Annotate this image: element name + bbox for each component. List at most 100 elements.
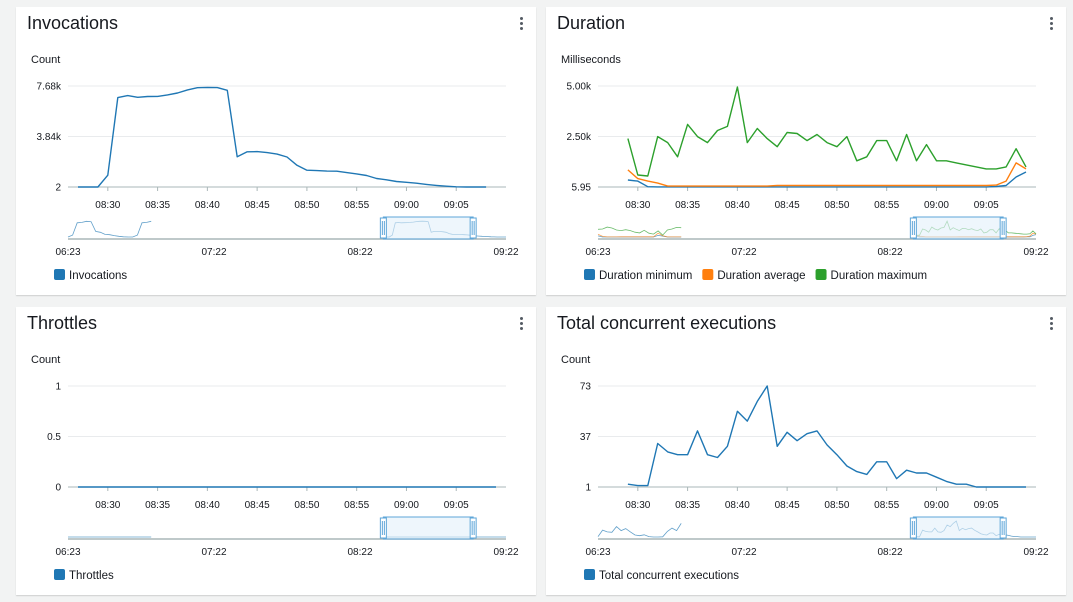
x-tick-label: 09:00	[394, 500, 419, 511]
legend-label[interactable]: Duration average	[717, 270, 805, 282]
y-tick-label: 1	[585, 483, 591, 494]
widget-duration: Duration Milliseconds 5.00k 2.50k 5.95 08:30…	[546, 7, 1066, 295]
navigator-selection[interactable]	[382, 516, 474, 540]
time-range-navigator[interactable]	[68, 516, 506, 540]
navigator-tick-label: 09:22	[493, 247, 518, 258]
legend-swatch[interactable]	[815, 269, 827, 280]
y-tick-label: 7.68k	[37, 82, 62, 93]
x-tick-label: 08:35	[145, 200, 170, 211]
legend-label[interactable]: Throttles	[69, 570, 114, 582]
legend-swatch[interactable]	[584, 569, 595, 580]
y-tick-label: 3.84k	[37, 132, 62, 143]
x-tick-label: 08:40	[725, 500, 750, 511]
series-line-invocations	[78, 86, 487, 188]
x-tick-label: 08:30	[625, 500, 650, 511]
series-line-duration-maximum	[627, 86, 1027, 177]
navigator-preview-early	[597, 523, 682, 538]
legend-swatch[interactable]	[702, 269, 714, 280]
x-tick-label: 08:45	[775, 200, 800, 211]
navigator-tick-label: 08:22	[877, 247, 902, 258]
widget-title: Throttles	[27, 313, 98, 333]
kebab-icon	[1049, 17, 1053, 20]
navigator-handle[interactable]	[469, 217, 477, 239]
y-tick-label: 1	[55, 382, 61, 393]
y-tick-label: 2	[55, 183, 61, 194]
navigator-selection[interactable]	[382, 216, 474, 240]
x-tick-label: 08:40	[725, 200, 750, 211]
throttles-chart: Count 1 0.5 0 08:30 08:35 08:40 08:45 08:50 08:55…	[31, 354, 519, 582]
navigator-tick-label: 08:22	[347, 247, 372, 258]
time-range-navigator[interactable]	[597, 516, 1036, 540]
x-tick-label: 09:00	[924, 500, 949, 511]
time-range-navigator[interactable]	[67, 216, 506, 240]
navigator-preview-early	[597, 232, 682, 238]
navigator-handle[interactable]	[909, 517, 917, 539]
y-tick-label: 0	[55, 483, 61, 494]
x-tick-label: 08:50	[294, 500, 319, 511]
navigator-tick-label: 07:22	[731, 547, 756, 558]
widget-invocations: Invocations Count 7.68k 3.84k 2 08:30 08:35 08…	[16, 7, 536, 295]
x-tick-label: 08:30	[95, 200, 120, 211]
legend-label[interactable]: Duration maximum	[831, 270, 928, 282]
duration-chart: Milliseconds 5.00k 2.50k 5.95 08:30 08:35 08:4…	[561, 54, 1049, 282]
x-tick-label: 08:45	[245, 500, 270, 511]
widget-menu-button[interactable]	[514, 315, 528, 335]
widget-throttles: Throttles Count 1 0.5 0 08:30 08:35 08:40 08:45…	[16, 307, 536, 595]
legend-swatch[interactable]	[584, 269, 595, 280]
navigator-handle[interactable]	[909, 217, 917, 239]
legend-label[interactable]: Total concurrent executions	[599, 570, 739, 582]
widget-title: Invocations	[27, 13, 119, 33]
kebab-icon	[1049, 317, 1053, 320]
navigator-handle[interactable]	[999, 217, 1007, 239]
y-axis-label: Count	[561, 354, 590, 366]
y-tick-label: 73	[580, 382, 592, 393]
x-tick-label: 08:35	[145, 500, 170, 511]
invocations-chart: Count 7.68k 3.84k 2 08:30 08:35 08:40 08:45 08:5…	[31, 54, 519, 282]
navigator-handle[interactable]	[469, 517, 477, 539]
x-tick-label: 09:05	[444, 500, 469, 511]
series-line-duration-average	[627, 162, 1027, 187]
navigator-selection[interactable]	[912, 516, 1004, 540]
navigator-tick-label: 06:23	[55, 547, 80, 558]
x-tick-label: 08:55	[874, 200, 899, 211]
concurrent-executions-chart: Count 73 37 1 08:30 08:35 08:40 08:45 08:50 08:55…	[561, 354, 1049, 582]
navigator-handle[interactable]	[999, 517, 1007, 539]
navigator-preview-early	[67, 220, 152, 238]
navigator-tick-label: 08:22	[347, 547, 372, 558]
x-tick-label: 08:35	[675, 500, 700, 511]
widget-menu-button[interactable]	[1044, 315, 1058, 335]
navigator-tick-label: 06:23	[55, 247, 80, 258]
navigator-tick-label: 06:23	[585, 247, 610, 258]
x-tick-label: 08:30	[95, 500, 120, 511]
navigator-tick-label: 09:22	[493, 547, 518, 558]
time-range-navigator[interactable]	[597, 216, 1037, 240]
x-tick-label: 08:50	[824, 200, 849, 211]
x-tick-label: 08:40	[195, 500, 220, 511]
x-tick-label: 08:35	[675, 200, 700, 211]
widget-menu-button[interactable]	[1044, 15, 1058, 35]
x-tick-label: 09:00	[924, 200, 949, 211]
legend-label[interactable]: Invocations	[69, 270, 127, 282]
widget-menu-button[interactable]	[514, 15, 528, 35]
navigator-selection[interactable]	[912, 216, 1004, 240]
legend-swatch[interactable]	[54, 269, 65, 280]
y-tick-label: 0.5	[47, 432, 61, 443]
y-axis-label: Count	[31, 354, 60, 366]
x-tick-label: 09:05	[974, 500, 999, 511]
y-axis-label: Count	[31, 54, 60, 66]
navigator-tick-label: 07:22	[201, 547, 226, 558]
y-axis-label: Milliseconds	[561, 54, 621, 66]
x-tick-label: 09:05	[444, 200, 469, 211]
y-tick-label: 2.50k	[567, 132, 592, 143]
widget-concurrent-executions: Total concurrent executions Count 73 37 1 08…	[546, 307, 1066, 595]
series-line-total-concurrent-executions	[627, 385, 1026, 488]
navigator-handle[interactable]	[379, 517, 387, 539]
legend-label[interactable]: Duration minimum	[599, 270, 692, 282]
navigator-tick-label: 09:22	[1023, 247, 1048, 258]
x-tick-label: 08:55	[344, 500, 369, 511]
navigator-preview-early	[597, 226, 682, 236]
legend-swatch[interactable]	[54, 569, 65, 580]
navigator-handle[interactable]	[379, 217, 387, 239]
navigator-tick-label: 09:22	[1023, 547, 1048, 558]
y-tick-label: 5.00k	[567, 82, 592, 93]
